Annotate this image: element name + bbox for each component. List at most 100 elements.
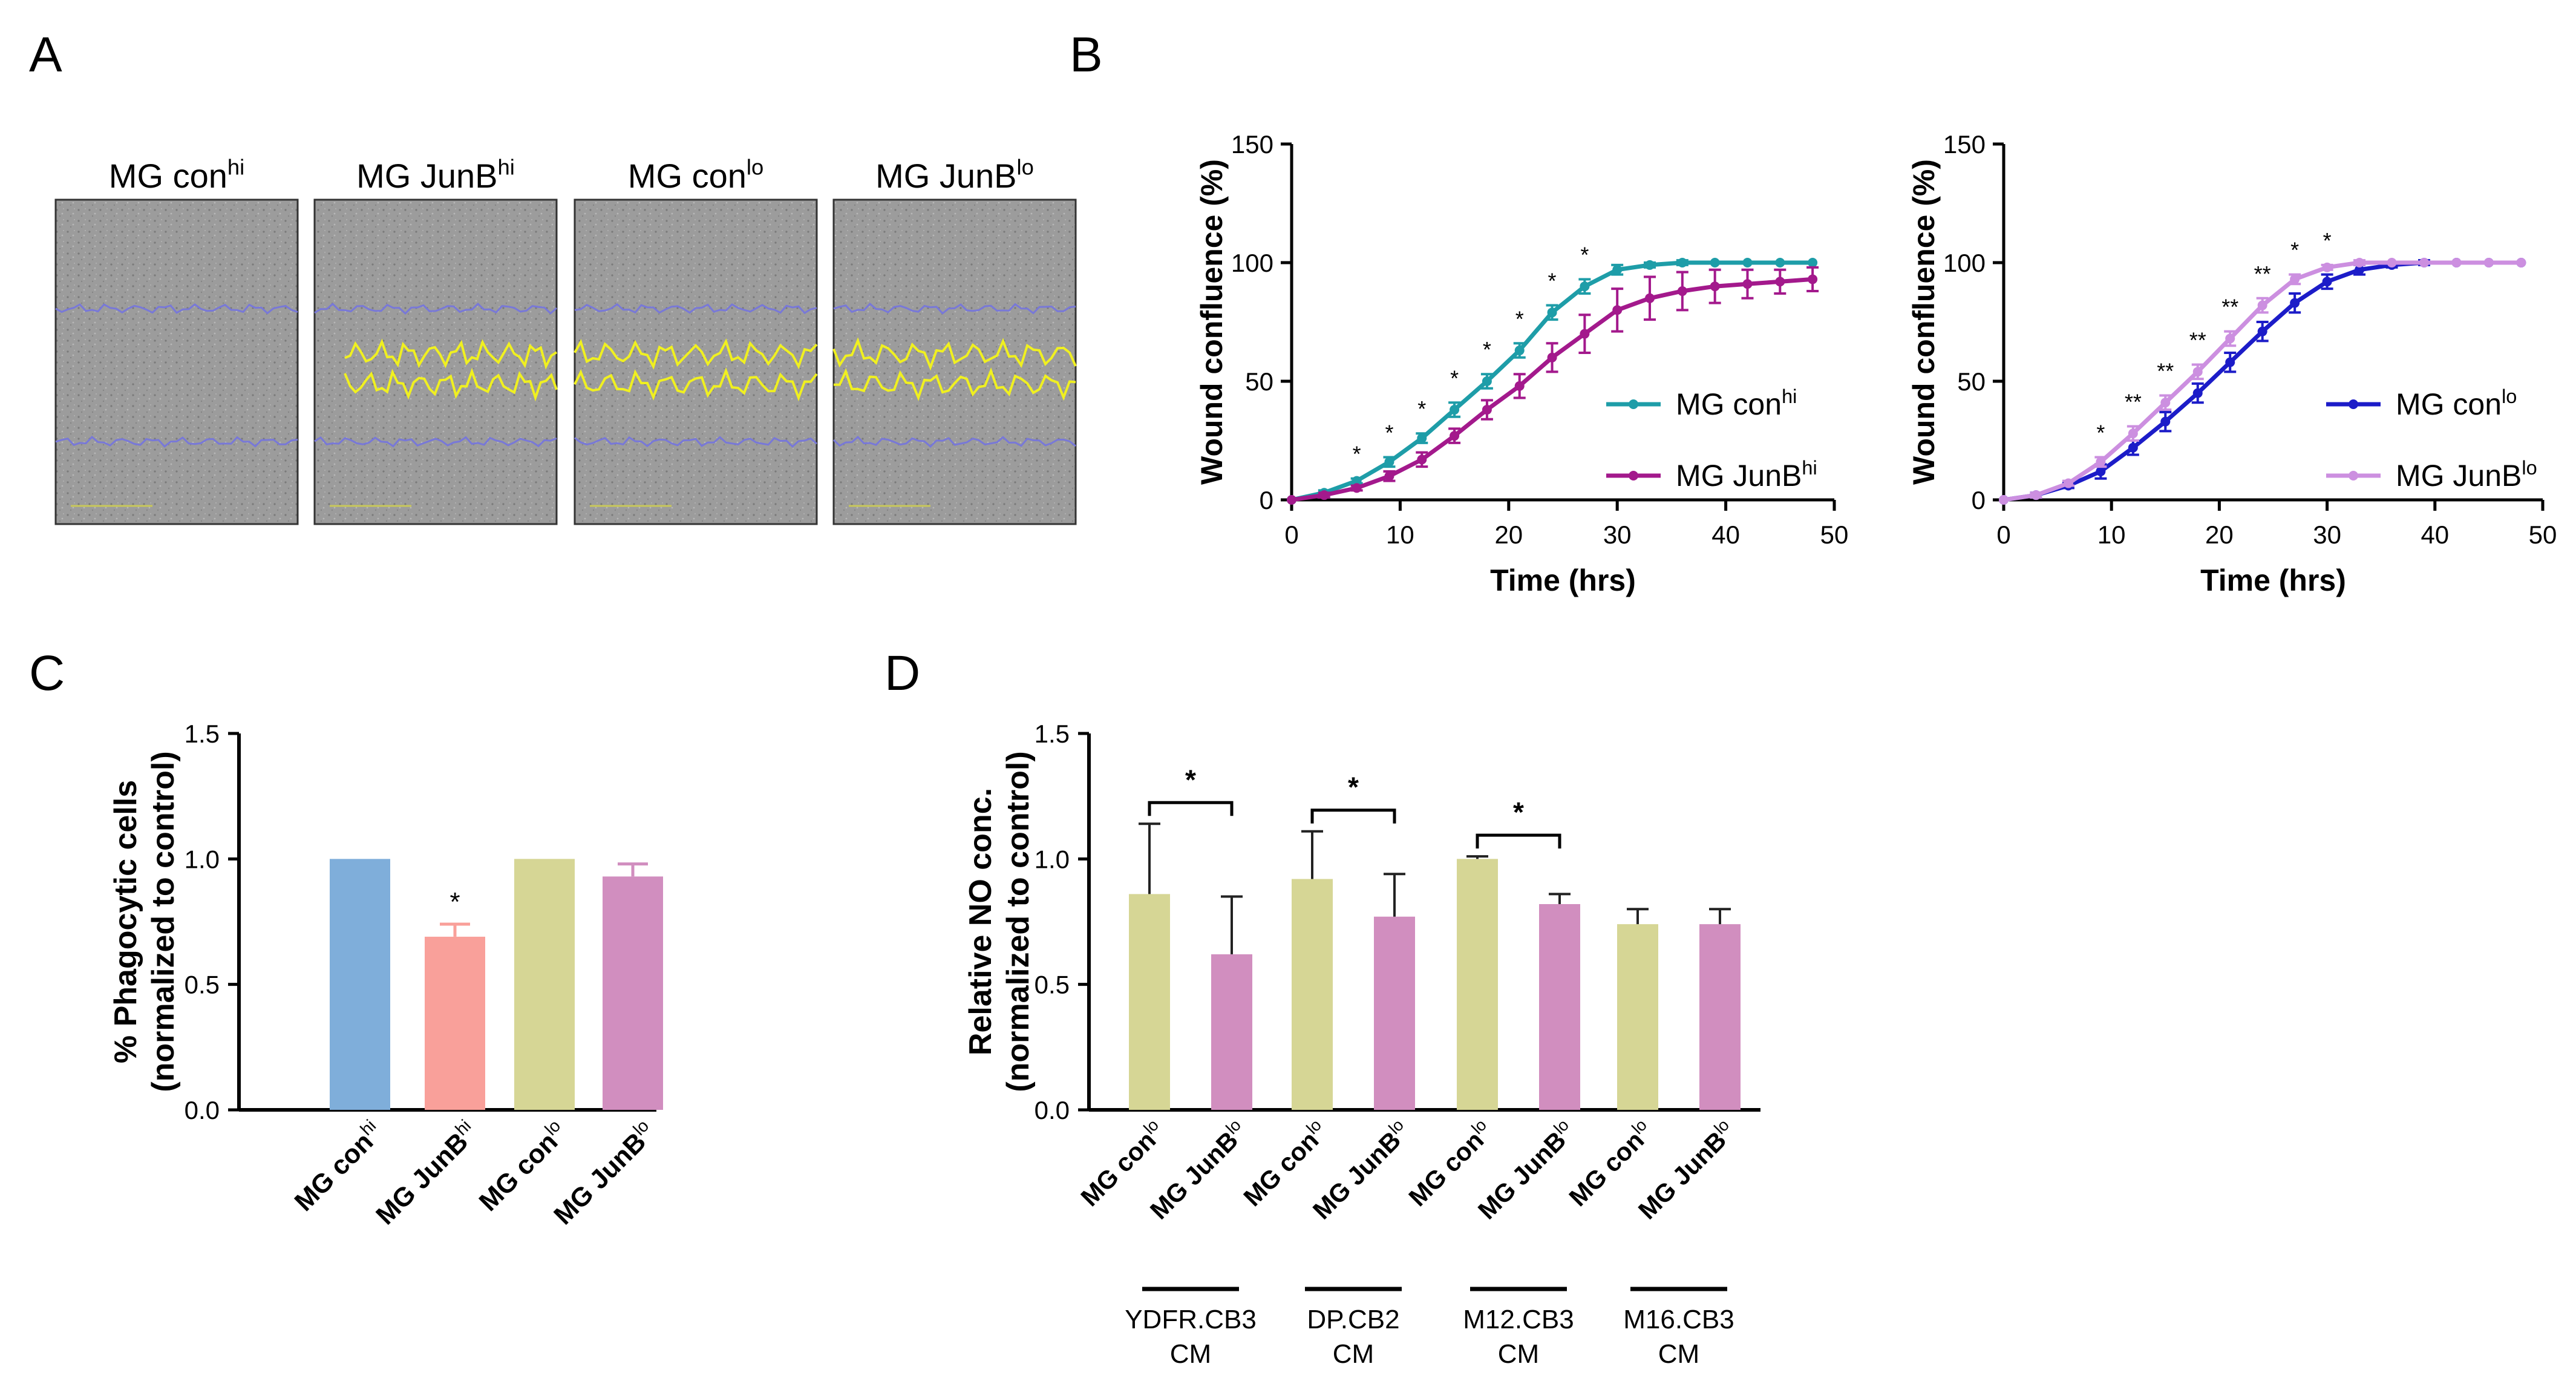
panel-letter-a: A (29, 27, 62, 82)
data-point (1287, 495, 1296, 505)
significance-mark: * (1580, 242, 1589, 267)
panel-letter-c: C (29, 646, 65, 701)
bar-label-g3-1: MG JunBlo (1632, 1115, 1741, 1225)
wound-edge-bottom-2 (574, 436, 817, 448)
data-point (1677, 258, 1687, 267)
micrograph-title-2-name: MG con (628, 157, 747, 195)
chart-d-relative-no: 0.0 0.5 1.0 1.5 Relative NO conc. (normalized… (963, 720, 1760, 1369)
bar-g1-1 (1374, 916, 1415, 1110)
significance-mark: * (1450, 366, 1459, 390)
bar-g1-0 (1292, 879, 1333, 1110)
wound-edge-top-1 (314, 303, 557, 315)
bar-label-g3-0-name: MG con (1563, 1126, 1649, 1212)
data-point (1775, 258, 1785, 267)
wound-edge-top-3 (833, 303, 1076, 315)
wound-edge-top-0 (55, 303, 298, 315)
data-point (2355, 264, 2365, 275)
y-tick-label: 100 (1943, 249, 1986, 277)
wound-edge-bottom-1 (314, 436, 557, 448)
bar-label-g0-1-name: MG JunB (1145, 1126, 1244, 1225)
micrograph-title-0-name: MG con (109, 157, 227, 195)
significance-mark: ** (2254, 261, 2271, 286)
chart-b1-wound-confluence-hi: 0 50 100 150 0 10 20 30 40 50 Time (hrs) Wound conf… (1195, 130, 1848, 597)
legend-label-0-sup: lo (2502, 385, 2517, 407)
significance-mark-1: * (1348, 772, 1359, 803)
bar-label-g2-1-name: MG JunB (1473, 1126, 1572, 1225)
data-point (1677, 286, 1687, 297)
panel-letter-d: D (884, 646, 920, 701)
data-point (2096, 457, 2106, 467)
legend-label-0-sup: hi (1782, 385, 1797, 407)
data-point (2419, 258, 2429, 267)
data-point (2128, 428, 2138, 439)
bar-label-g1-1: MG JunBlo (1306, 1115, 1416, 1225)
data-point (2096, 466, 2106, 476)
micrograph-image-1 (313, 198, 558, 525)
significance-mark: ** (2157, 359, 2174, 384)
legend-label-1-name: MG JunB (1676, 459, 1802, 493)
significance-mark: * (1417, 396, 1426, 421)
bar-1 (425, 936, 485, 1110)
legend-label-0: MG conlo (2396, 385, 2517, 421)
significance-mark-2: * (1513, 796, 1524, 828)
significance-mark: ** (2221, 295, 2238, 320)
data-point (1482, 405, 1492, 415)
group-label-cm-2: CM (1498, 1339, 1539, 1369)
chart-b2-wound-confluence-lo: 0 50 100 150 0 10 20 30 40 50 Time (hrs) Wound conf… (1907, 130, 2557, 597)
group-label-2: M12.CB3 (1463, 1305, 1574, 1334)
data-point (2290, 274, 2300, 284)
data-point (1482, 376, 1492, 386)
legend-label-0: MG conhi (1676, 385, 1797, 421)
bar-g0-1 (1211, 954, 1252, 1110)
data-point (1514, 381, 1525, 391)
micrograph-title-2-sup: lo (747, 155, 763, 180)
data-point (2128, 442, 2138, 453)
bar-label-g2-1: MG JunBlo (1471, 1115, 1581, 1225)
y-tick-label: 1.0 (185, 845, 220, 873)
x-tick-label: 10 (1386, 520, 1414, 549)
data-point (2192, 367, 2203, 377)
micrograph-title-0-sup: hi (227, 155, 244, 180)
significance-mark: * (1515, 306, 1524, 331)
data-point (1450, 431, 1460, 441)
y-tick-label: 0.5 (185, 971, 220, 999)
data-point (1710, 281, 1720, 292)
data-point (1514, 346, 1525, 356)
significance-mark-0: * (1185, 764, 1196, 795)
category-label-3-name: MG JunB (548, 1127, 652, 1230)
micrograph-title-2: MG conlo (628, 155, 763, 195)
data-point (1384, 457, 1394, 467)
y-tick-label: 50 (1245, 367, 1273, 396)
wound-front-top-1 (344, 338, 558, 370)
bar-g2-1 (1539, 904, 1580, 1110)
y-tick-label: 0 (1972, 486, 1986, 514)
data-point (1612, 305, 1623, 315)
x-tick-label: 40 (2421, 520, 2449, 549)
significance-bracket-0 (1148, 801, 1234, 816)
data-point (1547, 307, 1557, 318)
data-point (1645, 260, 1655, 270)
data-point (2063, 478, 2073, 488)
data-point (1417, 433, 1427, 444)
wound-front-top-2 (574, 338, 818, 370)
significance-mark: * (1548, 269, 1557, 294)
data-point (1384, 471, 1394, 481)
group-label-cm-3: CM (1658, 1339, 1699, 1369)
data-point (2322, 262, 2332, 272)
data-point (1580, 329, 1590, 339)
y-axis-label-line1: Relative NO conc. (963, 788, 998, 1055)
data-point (1742, 258, 1753, 267)
significance-mark: ** (2189, 328, 2206, 353)
y-axis-label: Wound confluence (%) (1195, 159, 1229, 485)
y-axis-label-line2: (normalized to control) (1001, 751, 1036, 1092)
micrograph-title-1-name: MG JunB (356, 157, 497, 195)
data-point (2451, 258, 2462, 267)
bar-label-g1-1-name: MG JunB (1307, 1126, 1407, 1225)
legend-label-1-sup: lo (2522, 457, 2537, 479)
panel-letter-b: B (1070, 27, 1103, 82)
data-point (1319, 490, 1329, 500)
wound-edge-top-2 (574, 303, 817, 315)
bar-g3-0 (1617, 924, 1658, 1110)
legend-label-1: MG JunBhi (1676, 457, 1817, 493)
legend-swatch-dot-0 (2349, 399, 2358, 409)
